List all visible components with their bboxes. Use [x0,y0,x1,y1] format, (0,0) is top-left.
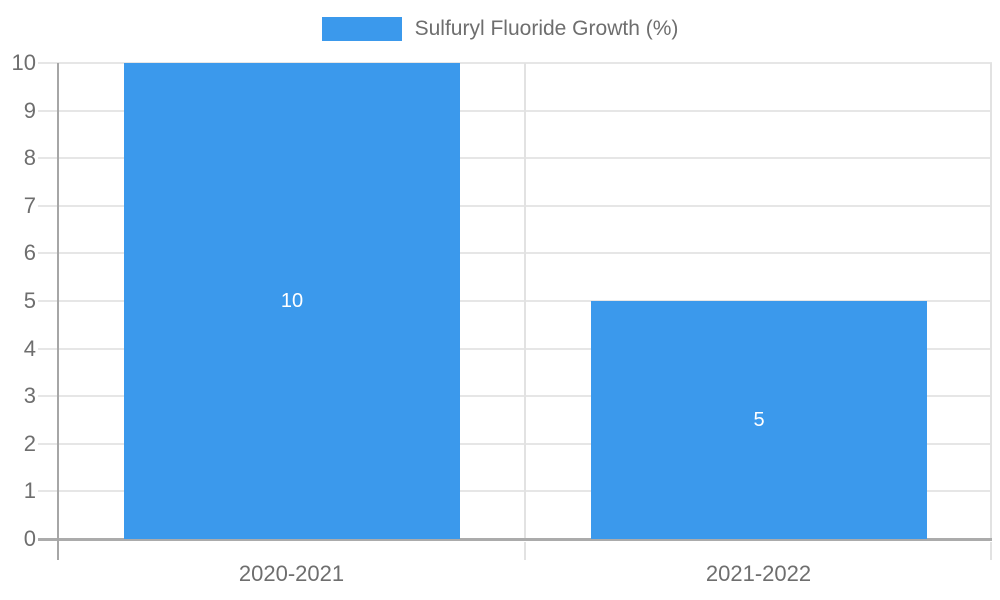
y-gridline [38,157,992,160]
y-axis-tick-label: 4 [23,335,36,361]
y-axis-tick-label: 10 [11,50,36,75]
x-axis-tick [990,542,992,560]
x-axis-category-label: 2021-2022 [705,561,812,586]
plot-right-border [990,63,992,539]
y-gridline [38,395,992,398]
category-boundary-gridline [524,63,526,539]
y-gridline [38,300,992,302]
bar-value-label: 10 [280,290,304,312]
bar-2021-2022[interactable] [591,301,927,539]
legend-label: Sulfuryl Fluoride Growth (%) [414,17,679,40]
bar-2020-2021[interactable] [124,63,460,539]
y-axis-tick-label: 2 [23,430,36,456]
y-axis-line [57,63,59,560]
y-axis-tick-label: 5 [23,288,36,313]
chart-legend[interactable]: Sulfuryl Fluoride Growth (%) [0,17,1000,41]
y-gridline [38,252,992,255]
y-axis-tick-label: 7 [23,192,36,218]
legend-swatch [321,17,402,41]
y-axis-tick-label: 9 [23,97,36,123]
y-axis-tick-label: 0 [23,526,36,551]
y-gridline [38,109,992,112]
x-axis-category-label: 2020-2021 [238,561,345,586]
y-axis-tick-label: 8 [23,145,36,171]
x-axis-tick [524,542,526,560]
y-axis-tick-label: 3 [23,383,36,409]
y-gridline [38,204,992,207]
bar-value-label: 5 [753,409,765,431]
y-gridline [38,347,992,350]
y-axis-tick-label: 1 [23,478,36,504]
y-gridline [38,442,992,445]
x-axis-line [38,538,992,541]
y-axis-tick-label: 6 [23,240,36,266]
y-gridline [38,490,992,493]
y-gridline [38,62,992,64]
